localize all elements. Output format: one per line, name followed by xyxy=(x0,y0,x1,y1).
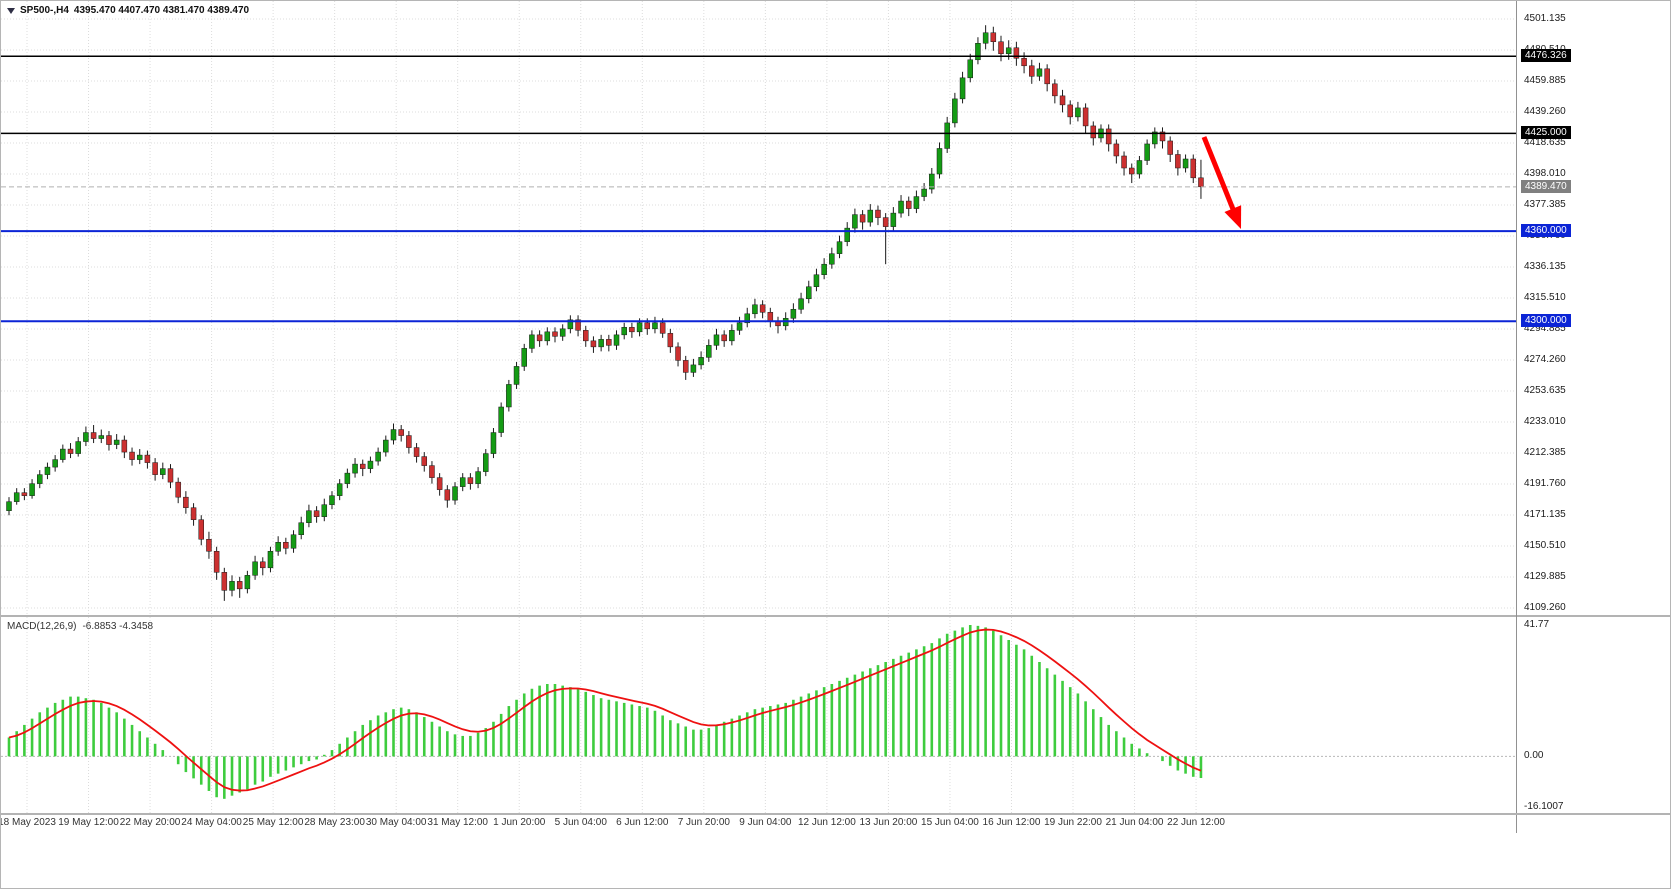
price-tick-label: 4439.260 xyxy=(1524,106,1566,117)
time-axis-label: 13 Jun 20:00 xyxy=(859,817,918,828)
price-tick-label: 4212.385 xyxy=(1524,447,1566,458)
macd-axis-label: -16.1007 xyxy=(1524,801,1564,812)
trend-arrow-annotation[interactable] xyxy=(1201,136,1242,229)
time-axis[interactable]: 18 May 2023 19 May 12:00 22 May 20:00 24 Ma… xyxy=(1,815,1516,833)
price-tick-label: 4336.135 xyxy=(1524,261,1566,272)
time-axis-label: 19 Jun 22:00 xyxy=(1044,817,1102,828)
macd-signal-line xyxy=(8,628,1202,792)
time-axis-label: 16 Jun 12:00 xyxy=(982,817,1041,828)
time-axis-label: 9 Jun 04:00 xyxy=(739,817,792,828)
time-axis-label: 15 Jun 04:00 xyxy=(921,817,979,828)
time-axis-label: 5 Jun 04:00 xyxy=(554,817,607,828)
price-level-badge: 4360.000 xyxy=(1521,224,1571,238)
time-axis-label: 22 Jun 12:00 xyxy=(1167,817,1225,828)
macd-axis-label: 0.00 xyxy=(1524,750,1544,762)
time-axis-label: 24 May 04:00 xyxy=(181,817,242,828)
price-tick-label: 4274.260 xyxy=(1524,354,1566,365)
current-price-badge: 4389.470 xyxy=(1521,179,1571,193)
time-axis-label: 1 Jun 20:00 xyxy=(493,817,546,828)
price-axis-separator xyxy=(1516,1,1517,833)
chart-title: SP500-,H4 4395.470 4407.470 4381.470 438… xyxy=(7,5,249,16)
macd-indicator-values: -6.8853 -4.3458 xyxy=(82,621,154,632)
time-axis-label: 25 May 12:00 xyxy=(242,817,304,828)
chart-ohlc-values: 4395.470 4407.470 4381.470 4389.470 xyxy=(73,5,250,16)
time-axis-label: 12 Jun 12:00 xyxy=(797,817,856,828)
price-tick-label: 4129.885 xyxy=(1524,571,1566,582)
price-tick-label: 4418.635 xyxy=(1524,137,1566,148)
price-tick-label: 4459.885 xyxy=(1524,75,1566,86)
price-tick-label: 4294.885 xyxy=(1524,323,1566,334)
price-level-badge: 4425.000 xyxy=(1521,126,1571,140)
time-axis-divider xyxy=(1,813,1670,815)
price-tick-label: 4233.010 xyxy=(1524,416,1566,427)
time-axis-label: 19 May 12:00 xyxy=(58,817,119,828)
macd-axis-label: 41.77 xyxy=(1524,619,1550,630)
price-tick-label: 4398.010 xyxy=(1524,168,1566,179)
price-tick-label: 4109.260 xyxy=(1524,602,1566,613)
time-axis-label: 7 Jun 20:00 xyxy=(677,817,730,828)
price-tick-label: 4501.135 xyxy=(1524,13,1566,24)
price-tick-label: 4171.135 xyxy=(1524,509,1566,520)
price-tick-label: 4191.760 xyxy=(1524,478,1566,489)
chart-symbol-timeframe: SP500-,H4 xyxy=(20,5,69,16)
macd-indicator-label: MACD(12,26,9) -6.8853 -4.3458 xyxy=(7,621,153,632)
price-chart-canvas[interactable] xyxy=(1,1,1516,615)
price-level-badge: 4300.000 xyxy=(1521,314,1571,328)
pane-divider[interactable] xyxy=(1,615,1670,617)
macd-indicator-canvas[interactable] xyxy=(1,617,1516,813)
macd-histogram xyxy=(7,625,1203,799)
price-tick-label: 4150.510 xyxy=(1524,540,1566,551)
time-axis-label: 30 May 04:00 xyxy=(365,817,427,828)
time-axis-label: 6 Jun 12:00 xyxy=(616,817,669,828)
time-axis-label: 22 May 20:00 xyxy=(119,817,181,828)
price-level-badge: 4476.326 xyxy=(1521,49,1571,63)
time-axis-label: 31 May 12:00 xyxy=(427,817,489,828)
price-tick-label: 4377.385 xyxy=(1524,199,1566,210)
price-axis[interactable]: 4501.1354480.5104459.8854439.2604418.635… xyxy=(1517,1,1670,833)
macd-indicator-name: MACD(12,26,9) xyxy=(7,621,77,632)
price-tick-label: 4315.510 xyxy=(1524,292,1566,303)
price-tick-label: 4253.635 xyxy=(1524,385,1566,396)
time-axis-label: 18 May 2023 xyxy=(1,817,56,828)
time-axis-label: 21 Jun 04:00 xyxy=(1105,817,1164,828)
chart-collapse-icon[interactable] xyxy=(7,7,15,14)
time-axis-label: 28 May 23:00 xyxy=(304,817,365,828)
